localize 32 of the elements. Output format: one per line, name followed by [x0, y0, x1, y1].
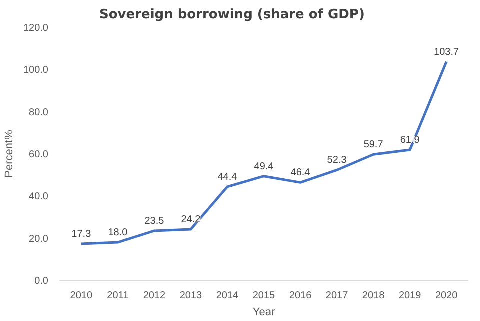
x-tick-label: 2015 — [252, 290, 276, 302]
x-tick-label: 2014 — [216, 290, 240, 302]
y-tick-label: 60.0 — [29, 150, 49, 160]
data-label: 44.4 — [218, 172, 238, 183]
data-label: 46.4 — [290, 168, 311, 179]
data-label: 18.0 — [108, 228, 128, 239]
y-tick-label: 40.0 — [29, 192, 49, 203]
x-tick-label: 2011 — [107, 290, 130, 302]
y-tick-label: 0.0 — [34, 276, 49, 287]
data-label: 49.4 — [254, 161, 274, 172]
chart-title: Sovereign borrowing (share of GDP) — [100, 8, 365, 22]
data-label: 17.3 — [72, 229, 92, 240]
y-tick-label: 120.0 — [23, 23, 49, 34]
y-tick-label: 20.0 — [29, 234, 49, 245]
data-label: 24.2 — [181, 214, 202, 226]
y-tick-label: 100.0 — [23, 65, 49, 76]
x-tick-label: 2020 — [435, 290, 458, 302]
data-label: 61.9 — [400, 134, 420, 146]
x-tick-label: 2018 — [362, 290, 386, 302]
x-tick-label: 2013 — [180, 290, 203, 302]
x-tick-label: 2017 — [326, 290, 349, 302]
x-tick-label: 2019 — [398, 290, 422, 302]
y-axis-title: Percent% — [3, 130, 16, 178]
x-tick-label: 2010 — [70, 290, 93, 302]
data-label: 103.7 — [434, 46, 460, 58]
x-tick-label: 2012 — [143, 290, 166, 302]
data-label: 59.7 — [364, 140, 384, 151]
data-label: 23.5 — [144, 216, 165, 227]
x-tick-label: 2016 — [289, 290, 312, 302]
x-axis-title: Year — [252, 306, 276, 318]
data-label: 52.3 — [327, 155, 348, 166]
y-tick-label: 80.0 — [29, 107, 49, 118]
